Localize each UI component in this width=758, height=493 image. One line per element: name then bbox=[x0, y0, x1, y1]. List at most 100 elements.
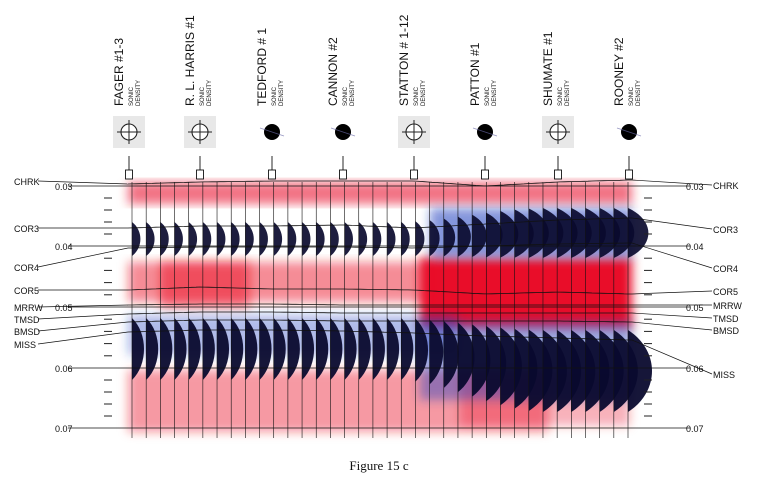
trace-lobe bbox=[132, 222, 141, 256]
horizon-label-right: COR3 bbox=[713, 225, 738, 235]
well-log-type: DENSITY bbox=[492, 80, 498, 106]
trace-lobe bbox=[259, 318, 272, 380]
oil-well-icon bbox=[472, 124, 498, 140]
trace-lobe bbox=[415, 221, 425, 257]
well-marker bbox=[554, 169, 562, 180]
trace-lobe bbox=[457, 322, 475, 393]
well-log-type: SONIC bbox=[414, 86, 420, 106]
well-log-type: DENSITY bbox=[350, 80, 356, 106]
well-header: STATTON # 1-12 SONIC DENSITY bbox=[397, 14, 430, 180]
horizon-line bbox=[128, 242, 632, 249]
time-label-right: 0.04 bbox=[686, 242, 704, 252]
trace-lobe bbox=[273, 222, 283, 256]
time-ticks bbox=[104, 197, 652, 417]
oil-well-icon bbox=[616, 124, 642, 140]
well-marker bbox=[268, 169, 276, 180]
horizon-label-right: COR5 bbox=[713, 287, 738, 297]
horizon-label-right: COR4 bbox=[713, 264, 738, 274]
horizon-label-left: COR3 bbox=[14, 224, 39, 234]
horizon-leader bbox=[37, 321, 129, 332]
well-name: TEDFORD # 1 bbox=[255, 28, 269, 106]
trace-lobe bbox=[217, 318, 230, 380]
well-name: STATTON # 1-12 bbox=[397, 14, 411, 106]
time-label-right: 0.05 bbox=[686, 303, 704, 313]
well-header: R. L. HARRIS #1 SONIC DENSITY bbox=[183, 15, 216, 180]
horizon-label-left: COR4 bbox=[14, 263, 39, 273]
trace-lobe bbox=[316, 318, 329, 380]
horizon-label-left: MRRW bbox=[14, 303, 43, 313]
well-headers: FAGER #1-3 SONIC DENSITY R. L. HARRIS #1 SON… bbox=[112, 14, 642, 180]
trace-lobe bbox=[287, 222, 297, 256]
trace-lobe bbox=[273, 318, 286, 380]
horizon-leader bbox=[631, 217, 713, 230]
horizon-label-left: TMSD bbox=[14, 315, 40, 325]
well-header: SHUMATE #1 SONIC DENSITY bbox=[541, 31, 574, 180]
horizon-label-right: MISS bbox=[713, 370, 735, 380]
trace-lobe bbox=[344, 318, 357, 380]
horizon-leader bbox=[37, 180, 129, 185]
trace-lobe bbox=[628, 330, 652, 412]
well-log-type: SONIC bbox=[272, 86, 278, 106]
trace-lobe bbox=[245, 222, 254, 256]
trace-lobe bbox=[401, 318, 414, 381]
trace-lobe bbox=[146, 318, 159, 380]
dry-hole-icon bbox=[184, 116, 216, 148]
trace-lobe bbox=[358, 222, 368, 256]
time-label-right: 0.06 bbox=[686, 364, 704, 374]
trace-lobe bbox=[217, 222, 226, 256]
horizon-line bbox=[127, 329, 632, 341]
well-log-type: SONIC bbox=[343, 86, 349, 106]
time-label-left: 0.04 bbox=[55, 242, 73, 252]
horizon-line bbox=[127, 311, 632, 315]
well-name: PATTON #1 bbox=[468, 42, 482, 106]
well-log-type: SONIC bbox=[129, 86, 135, 106]
timing-lines: 0.03 0.03 0.04 0.04 0.05 0.05 0.06 0.06 0.07 0.07 bbox=[55, 182, 704, 434]
horizon-label-left: CHRK bbox=[14, 177, 40, 187]
well-header: FAGER #1-3 SONIC DENSITY bbox=[112, 38, 145, 180]
trace-lobe bbox=[358, 318, 371, 380]
well-name: SHUMATE #1 bbox=[541, 31, 555, 106]
trace-lobe bbox=[330, 318, 343, 380]
horizon-label-right: MRRW bbox=[713, 301, 742, 311]
trace-lobe bbox=[415, 318, 429, 382]
trace-lobe bbox=[372, 222, 382, 256]
horizon-leader bbox=[37, 247, 129, 268]
time-label-left: 0.05 bbox=[55, 303, 73, 313]
symbol-crossbar bbox=[330, 127, 356, 137]
time-label-right: 0.03 bbox=[686, 182, 704, 192]
horizon-leader bbox=[37, 331, 129, 345]
well-name: FAGER #1-3 bbox=[112, 38, 126, 106]
trace-lobe bbox=[160, 318, 173, 380]
well-header: PATTON #1 SONIC DENSITY bbox=[468, 42, 498, 180]
trace-lobe bbox=[316, 222, 325, 256]
horizon-leader bbox=[631, 179, 713, 186]
time-label-right: 0.07 bbox=[686, 424, 704, 434]
horizon-leader bbox=[631, 242, 713, 269]
trace-lobe bbox=[302, 318, 315, 380]
dry-hole-icon bbox=[113, 116, 145, 148]
trace-lobe bbox=[202, 222, 212, 256]
well-marker bbox=[410, 169, 418, 180]
well-name: R. L. HARRIS #1 bbox=[183, 15, 197, 106]
time-label-left: 0.06 bbox=[55, 364, 73, 374]
horizon-line bbox=[128, 303, 632, 306]
horizon-line bbox=[127, 217, 632, 229]
horizon-label-right: BMSD bbox=[713, 326, 740, 336]
well-marker bbox=[625, 169, 633, 180]
trace-lobe bbox=[231, 318, 244, 380]
horizon-label-left: BMSD bbox=[14, 327, 41, 337]
trace-lobe bbox=[372, 318, 385, 380]
horizon-label-left: COR5 bbox=[14, 286, 39, 296]
horizon-lines: CHRK COR3 COR4 COR5 MRRW TMSD BMSD MISS CHRK COR3… bbox=[14, 177, 742, 380]
trace-lobe bbox=[188, 318, 201, 380]
well-marker bbox=[196, 169, 204, 180]
dry-hole-icon bbox=[398, 116, 430, 148]
well-marker bbox=[339, 169, 347, 180]
horizon-leader bbox=[631, 290, 713, 295]
horizon-line bbox=[127, 179, 632, 187]
amplitude-patch bbox=[128, 182, 632, 204]
amplitude-patch bbox=[160, 262, 250, 308]
horizon-label-right: CHRK bbox=[713, 181, 739, 191]
trace-lobe bbox=[231, 222, 240, 256]
